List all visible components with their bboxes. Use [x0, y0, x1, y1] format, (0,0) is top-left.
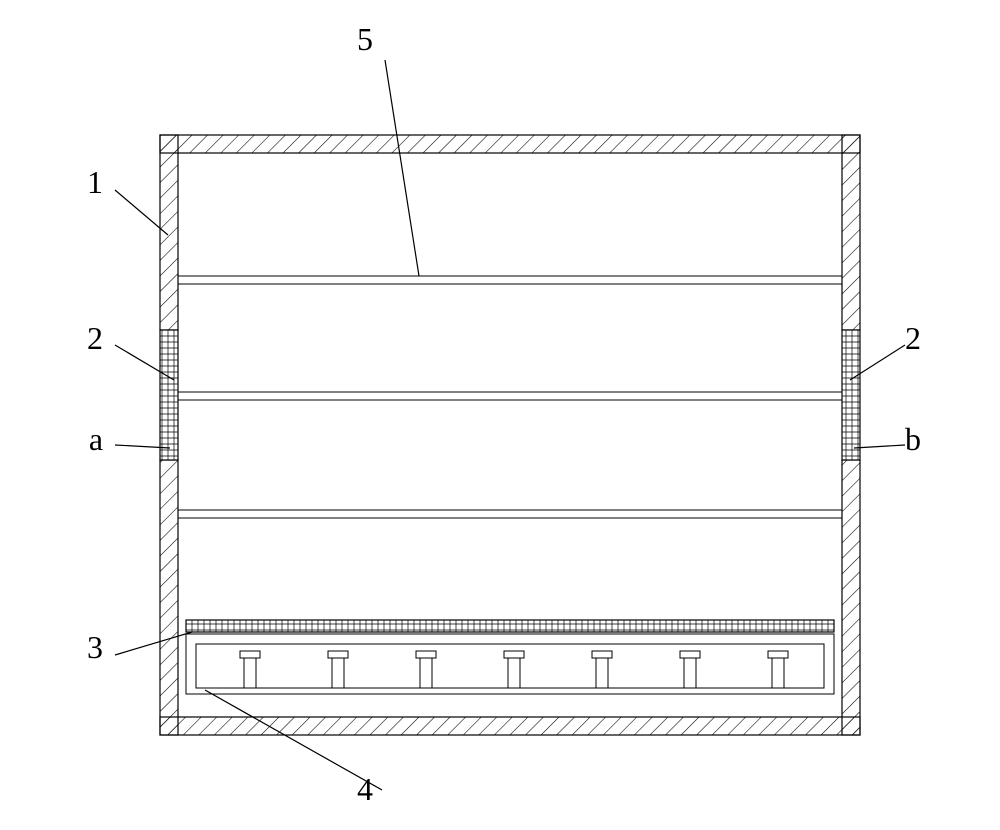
- technical-diagram: 5 1 2 a 3 4 2 b: [0, 0, 1000, 830]
- label-3: 3: [87, 629, 103, 665]
- left-grid-panel: [160, 330, 178, 460]
- right-grid-panel: [842, 330, 860, 460]
- label-1: 1: [87, 164, 103, 200]
- label-2-left: 2: [87, 320, 103, 356]
- label-2-right: 2: [905, 320, 921, 356]
- pegs: [240, 651, 788, 688]
- shelves: [178, 276, 842, 518]
- frame-walls: [160, 135, 860, 735]
- label-a: a: [89, 421, 103, 457]
- label-5: 5: [357, 21, 373, 57]
- label-4: 4: [357, 771, 373, 807]
- floor-grid-panel: [186, 620, 834, 632]
- label-b: b: [905, 421, 921, 457]
